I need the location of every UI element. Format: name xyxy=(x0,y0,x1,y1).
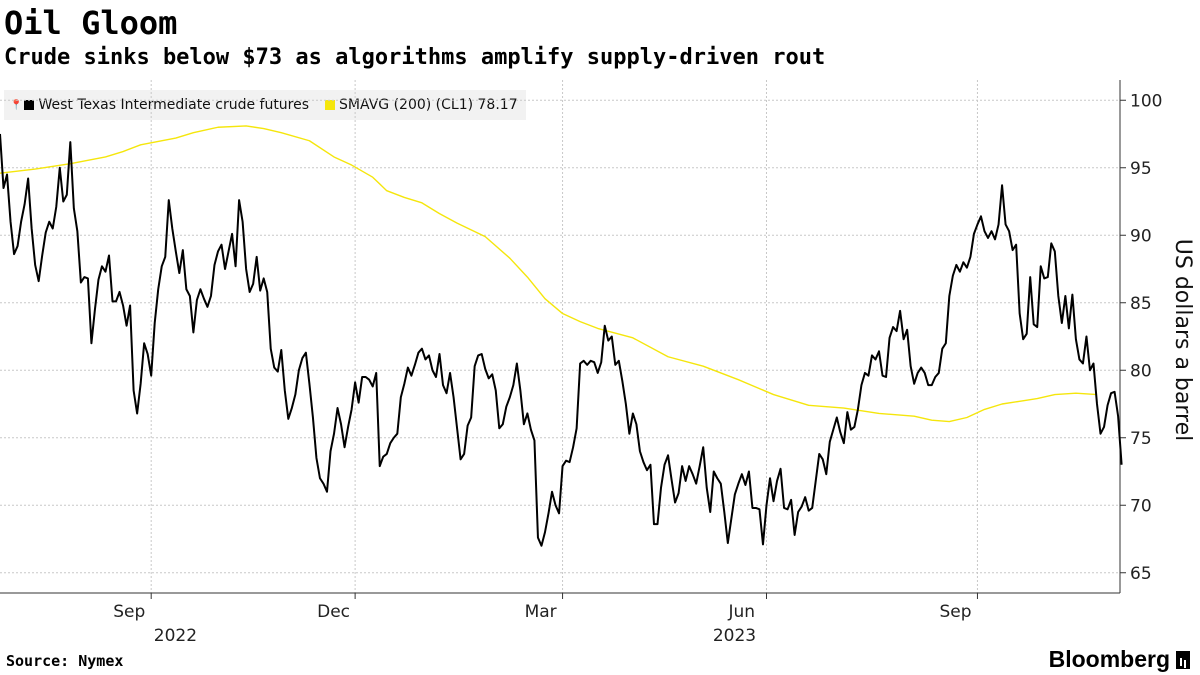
y-tick-label: 100 xyxy=(1130,91,1162,111)
x-tick-label: Jun xyxy=(727,602,755,622)
gridlines xyxy=(0,80,1120,593)
chart-subtitle: Crude sinks below $73 as algorithms ampl… xyxy=(4,45,826,70)
legend-label-smavg: SMAVG (200) (CL1) 78.17 xyxy=(339,97,518,113)
axes xyxy=(0,80,1126,599)
x-tick-label: Dec xyxy=(317,602,350,622)
bloomberg-terminal-icon xyxy=(1176,650,1190,669)
x-year-label: 2023 xyxy=(713,626,756,646)
y-tick-label: 95 xyxy=(1130,159,1152,179)
source-note: Source: Nymex xyxy=(6,652,124,670)
series-line-wti xyxy=(0,133,1123,547)
legend-swatch-smavg xyxy=(325,100,336,110)
legend-label-wti: West Texas Intermediate crude futures xyxy=(38,97,310,113)
legend-item-smavg[interactable]: SMAVG (200) (CL1) 78.17 xyxy=(325,97,518,113)
y-axis-label: US dollars a barrel xyxy=(1170,239,1195,441)
y-tick-label: 65 xyxy=(1130,564,1152,584)
series-line-smavg xyxy=(0,125,1098,423)
y-tick-label: 90 xyxy=(1130,226,1152,246)
x-year-label: 2022 xyxy=(154,626,197,646)
brand-name: Bloomberg xyxy=(1048,646,1170,672)
tick-labels: 65 70 75 80 85 90 95 100 Sep Dec Mar Jun Sep 2022 2023 xyxy=(113,91,1162,646)
series-lines xyxy=(0,125,1123,547)
y-tick-label: 75 xyxy=(1130,429,1152,449)
brand-logo: Bloomberg xyxy=(1049,646,1190,673)
y-tick-label: 85 xyxy=(1130,294,1152,314)
y-tick-label: 80 xyxy=(1130,361,1152,381)
legend: 📍 West Texas Intermediate crude futures … xyxy=(4,90,526,120)
legend-item-wti[interactable]: 📍 West Texas Intermediate crude futures xyxy=(10,97,309,113)
x-tick-label: Sep xyxy=(113,602,145,622)
legend-swatch-wti xyxy=(24,100,35,110)
x-tick-label: Mar xyxy=(525,602,557,622)
y-tick-label: 70 xyxy=(1130,496,1152,516)
chart-title: Oil Gloom xyxy=(4,4,178,42)
x-tick-label: Sep xyxy=(939,602,971,622)
pin-icon: 📍 xyxy=(10,99,23,111)
